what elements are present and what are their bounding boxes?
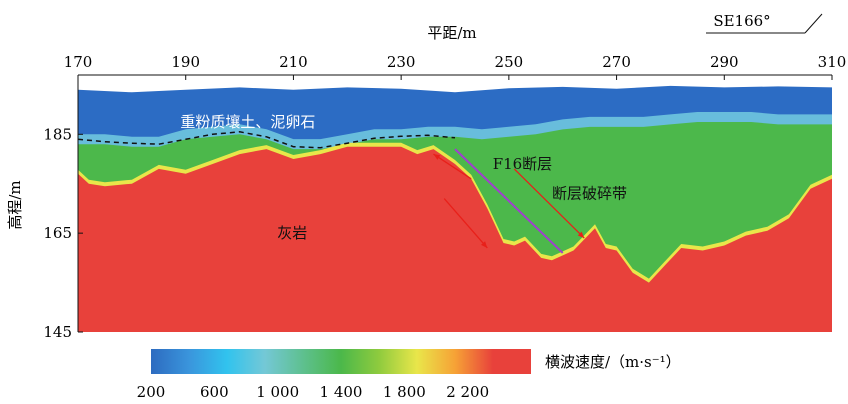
x-tick-label: 310: [818, 53, 847, 71]
colorbar-gradient: [151, 349, 531, 374]
annotation-fault: F16断层: [493, 155, 553, 173]
velocity-layers: [78, 85, 832, 333]
arrow-2: [443, 198, 488, 249]
colorbar-label: 横波速度/（m·s⁻¹）: [545, 353, 681, 371]
x-tick-label: 190: [171, 53, 200, 71]
orientation-indicator: SE166°: [706, 12, 823, 34]
x-tick-label: 170: [64, 53, 93, 71]
x-tick-label: 290: [710, 53, 739, 71]
arrow-head-3: [577, 231, 585, 239]
colorbar-ticks: 200 600 1 000 1 400 1 800 2 200: [137, 383, 489, 401]
arrow-3: [513, 168, 585, 239]
y-tick-label: 185: [43, 125, 72, 143]
colorbar-tick-label: 1 000: [256, 383, 299, 401]
x-axis-title: 平距/m: [427, 24, 476, 42]
y-ticks: 185 165 145: [43, 125, 83, 341]
x-tick-label: 210: [279, 53, 308, 71]
layer-boundary-dashed-line: [77, 131, 456, 149]
y-tick-label: 145: [43, 323, 72, 341]
y-axis-title: 高程/m: [6, 180, 24, 229]
arrow-head-2: [481, 241, 488, 248]
layer-red-limestone: [78, 146, 832, 332]
annotation-limestone: 灰岩: [277, 224, 307, 242]
arrows: [433, 153, 585, 249]
arrow-head-1: [433, 154, 441, 160]
annotation-soil-layer: 重粉质壤土、泥卵石: [180, 113, 315, 131]
colorbar-tick-label: 1 400: [320, 383, 363, 401]
x-tick-label: 230: [387, 53, 416, 71]
x-tick-label: 270: [602, 53, 631, 71]
arrow-1: [433, 153, 472, 180]
annotation-fracture-zone: 断层破碎带: [552, 185, 627, 203]
orientation-label: SE166°: [713, 12, 770, 30]
y-tick-label: 165: [43, 224, 72, 242]
colorbar-tick-label: 200: [137, 383, 166, 401]
colorbar-tick-label: 2 200: [446, 383, 489, 401]
colorbar-tick-label: 1 800: [383, 383, 426, 401]
x-tick-label: 250: [495, 53, 524, 71]
fault-line: [454, 148, 564, 254]
colorbar: 横波速度/（m·s⁻¹） 200 600 1 000 1 400 1 800 2 200: [137, 349, 681, 401]
orientation-tick: [804, 13, 823, 34]
x-ticks: 170 190 210 230 250 270 290 310: [64, 53, 847, 80]
axes: 170 190 210 230 250 270 290 310 185 165 145: [43, 53, 846, 341]
colorbar-tick-label: 600: [200, 383, 229, 401]
